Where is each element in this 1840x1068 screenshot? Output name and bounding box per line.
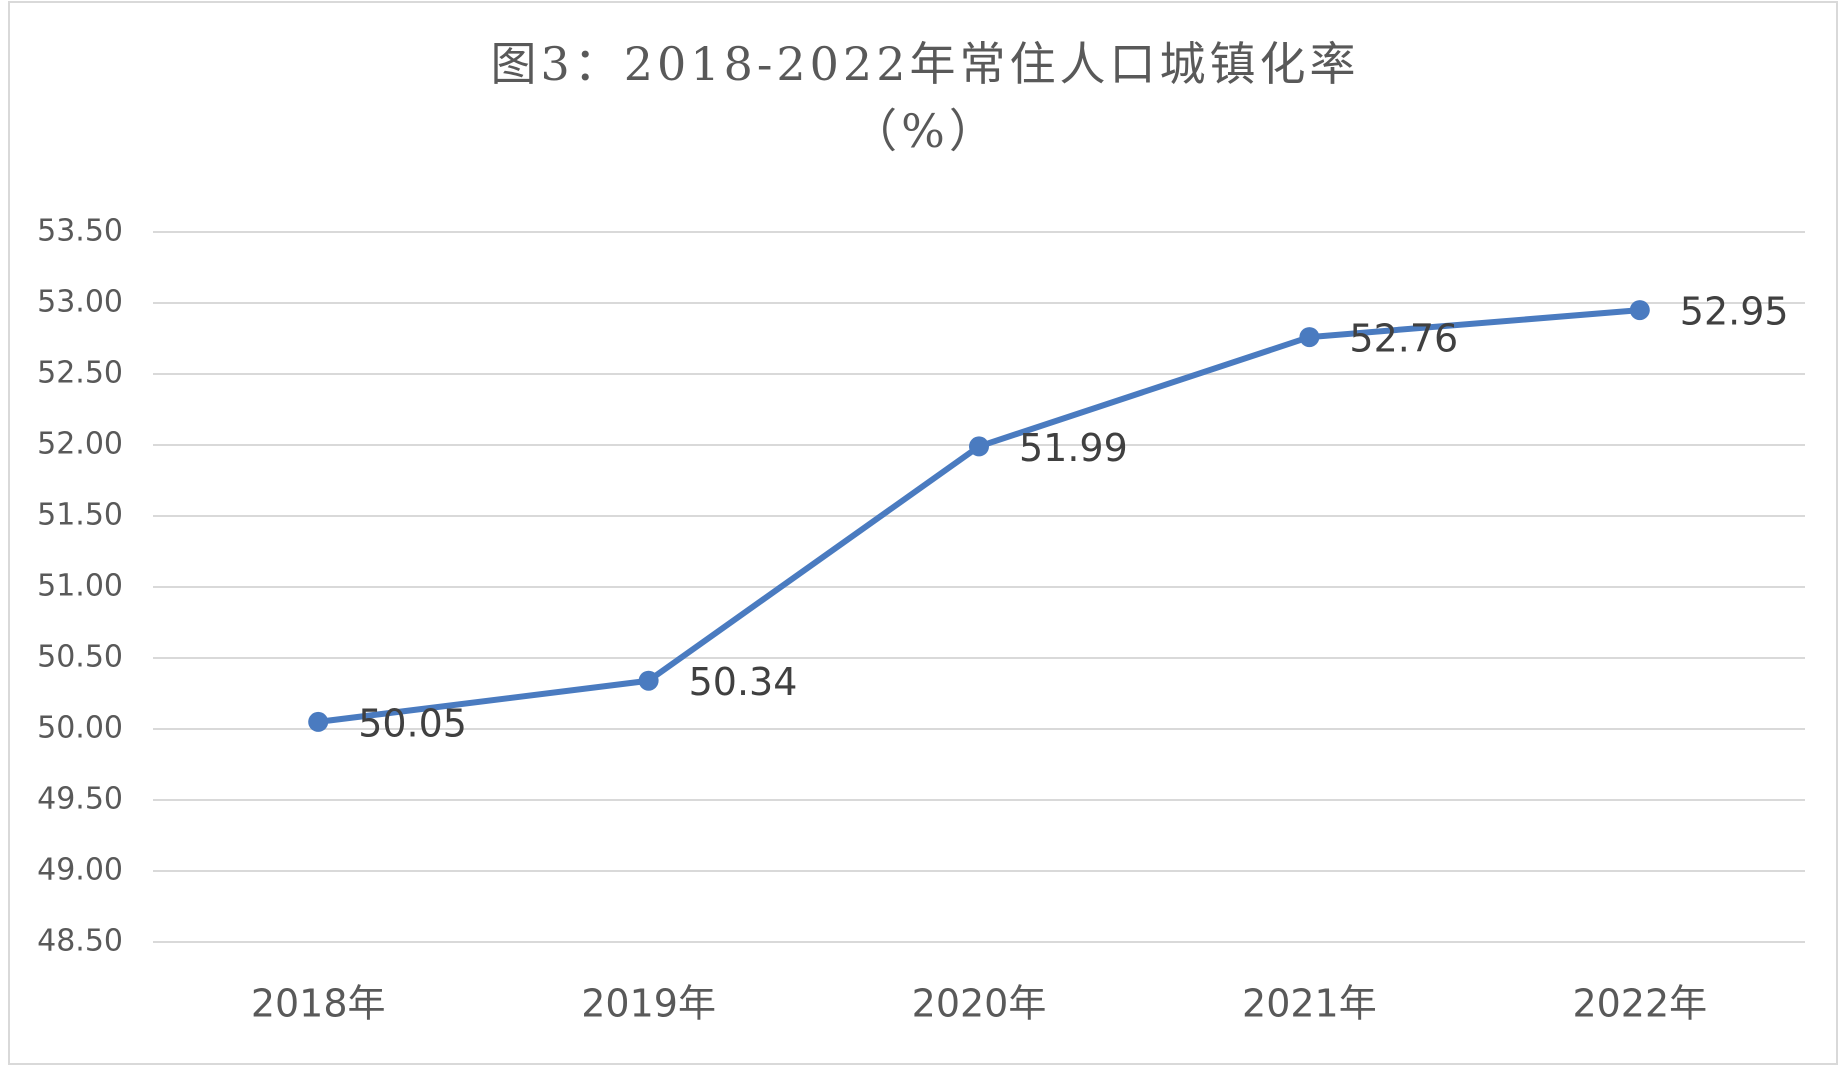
x-tick-label: 2022年 [1572, 982, 1707, 1026]
y-tick-label: 50.50 [37, 640, 123, 675]
data-label: 50.34 [689, 660, 798, 704]
y-tick-label: 52.00 [37, 427, 123, 462]
y-tick-label: 52.50 [37, 356, 123, 391]
y-tick-label: 51.00 [37, 569, 123, 604]
x-tick-label: 2020年 [912, 982, 1047, 1026]
data-label: 52.76 [1349, 317, 1458, 361]
x-tick-label: 2018年 [251, 982, 386, 1026]
chart-title: 图3：2018-2022年常住人口城镇化率 [491, 37, 1360, 91]
point-marker [638, 670, 659, 691]
point-marker [1299, 327, 1320, 348]
y-tick-label: 51.50 [37, 498, 123, 533]
y-tick-label: 53.50 [37, 214, 123, 249]
y-tick-label: 49.50 [37, 782, 123, 817]
y-tick-label: 53.00 [37, 285, 123, 320]
point-marker [1629, 300, 1650, 321]
data-label: 51.99 [1019, 426, 1128, 470]
data-label: 50.05 [358, 701, 467, 745]
y-tick-label: 50.00 [37, 711, 123, 746]
x-tick-label: 2021年 [1242, 982, 1377, 1026]
y-tick-label: 48.50 [37, 924, 123, 959]
point-marker [969, 436, 989, 457]
chart-frame [8, 1, 1838, 1065]
x-tick-label: 2019年 [581, 982, 716, 1026]
chart-subtitle: （%） [851, 104, 999, 158]
y-tick-label: 49.00 [37, 853, 123, 888]
data-label: 52.95 [1680, 290, 1789, 334]
point-marker [308, 711, 329, 732]
